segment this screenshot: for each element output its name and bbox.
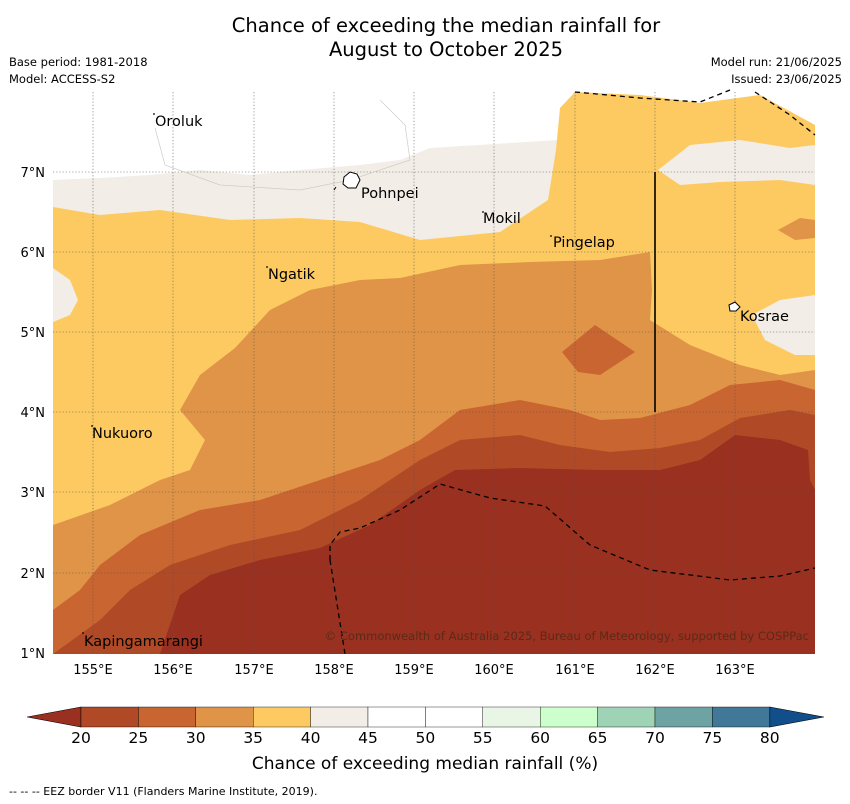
pocket-40-45-kosrae xyxy=(752,295,815,355)
label-oroluk: Oroluk xyxy=(155,114,203,130)
colorbar-tick-label: 80 xyxy=(759,729,780,747)
colorbar-segment xyxy=(195,706,254,728)
colorbar-segment xyxy=(310,706,369,728)
colorbar xyxy=(26,706,825,728)
pocket-30-35-east xyxy=(778,218,815,240)
lat-label: 3°N xyxy=(21,486,46,501)
colorbar-arrow-left xyxy=(26,706,82,728)
longitude-labels: 155°E 156°E 157°E 158°E 159°E 160°E 161°… xyxy=(73,663,755,678)
colorbar-tick-label: 50 xyxy=(415,729,436,747)
pocket-40-45-east xyxy=(658,140,815,185)
latitude-labels: 7°N 6°N 5°N 4°N 3°N 2°N 1°N xyxy=(21,166,46,662)
label-mokil: Mokil xyxy=(483,211,521,227)
colorbar-tick-label: 60 xyxy=(530,729,551,747)
eez-footnote: -- -- -- EEZ border V11 (Flanders Marine… xyxy=(9,785,318,798)
meta-right: Model run: 21/06/2025 Issued: 23/06/2025 xyxy=(711,54,842,88)
colorbar-tick-label: 20 xyxy=(71,729,91,747)
colorbar-segment xyxy=(712,706,771,728)
pohnpei-islet xyxy=(333,186,337,191)
probability-field xyxy=(53,92,815,654)
lat-label: 5°N xyxy=(21,326,46,341)
colorbar-arrow-right xyxy=(769,706,825,728)
lon-label: 158°E xyxy=(314,663,354,678)
label-pingelap: Pingelap xyxy=(553,235,615,251)
lat-label: 6°N xyxy=(21,246,46,261)
title-line-2: August to October 2025 xyxy=(328,38,564,61)
colorbar-tick-label: 35 xyxy=(243,729,264,747)
atoll-markers xyxy=(82,113,552,634)
eez-border xyxy=(329,89,816,655)
colorbar-segment xyxy=(252,706,311,728)
colorbar-segment xyxy=(482,706,541,728)
title-line-1: Chance of exceeding the median rainfall … xyxy=(231,14,661,37)
base-period-text: Base period: 1981-2018 xyxy=(9,55,148,69)
colorbar-tick-label: 45 xyxy=(358,729,378,747)
colorbar-segment xyxy=(425,706,483,728)
lon-label: 155°E xyxy=(73,663,113,678)
issued-text: Issued: 23/06/2025 xyxy=(731,72,842,86)
model-run-text: Model run: 21/06/2025 xyxy=(710,55,842,69)
pocket-25-30 xyxy=(562,325,635,375)
colorbar-title: Chance of exceeding median rainfall (%) xyxy=(251,754,599,774)
colorbar-segment xyxy=(654,706,713,728)
colorbar-tick-label: 55 xyxy=(472,729,493,747)
credit-text: © Commonwealth of Australia 2025, Bureau… xyxy=(325,629,809,643)
colorbar-segment xyxy=(367,706,426,728)
label-kosrae: Kosrae xyxy=(740,309,789,325)
model-text: Model: ACCESS-S2 xyxy=(9,72,116,86)
lon-label: 156°E xyxy=(153,663,193,678)
map-title: Chance of exceeding the median rainfall … xyxy=(0,14,850,62)
band-45-55-northeast xyxy=(575,92,815,125)
colorbar-tick-label: 75 xyxy=(702,729,723,747)
band-45-55-north xyxy=(53,92,575,180)
colorbar-tick-label: 70 xyxy=(645,729,665,747)
colorbar-segment xyxy=(540,706,598,728)
lon-label: 157°E xyxy=(234,663,274,678)
lat-label: 1°N xyxy=(21,647,46,662)
lon-label: 160°E xyxy=(474,663,514,678)
label-kapingamarangi: Kapingamarangi xyxy=(84,634,203,650)
colorbar-tick-label: 65 xyxy=(587,729,608,747)
colorbar-segment xyxy=(138,706,196,728)
band-below-20 xyxy=(160,435,815,654)
lat-label: 7°N xyxy=(21,166,46,181)
label-ngatik: Ngatik xyxy=(268,267,316,283)
lon-label: 162°E xyxy=(635,663,675,678)
colorbar-segment xyxy=(597,706,656,728)
pohnpei-island xyxy=(342,171,361,189)
pocket-40-45-west xyxy=(53,268,78,322)
lon-label: 161°E xyxy=(555,663,595,678)
meta-left: Base period: 1981-2018 Model: ACCESS-S2 xyxy=(9,54,148,88)
faint-contour xyxy=(154,99,411,191)
label-pohnpei: Pohnpei xyxy=(361,186,419,202)
lon-label: 163°E xyxy=(715,663,755,678)
lat-label: 4°N xyxy=(21,406,46,421)
label-nukuoro: Nukuoro xyxy=(92,426,153,442)
colorbar-tick-label: 40 xyxy=(300,729,321,747)
kosrae-island xyxy=(728,301,741,312)
lat-label: 2°N xyxy=(21,567,46,582)
colorbar-tick-label: 25 xyxy=(128,729,149,747)
lon-label: 159°E xyxy=(394,663,434,678)
colorbar-segment xyxy=(80,706,139,728)
colorbar-tick-label: 30 xyxy=(185,729,206,747)
